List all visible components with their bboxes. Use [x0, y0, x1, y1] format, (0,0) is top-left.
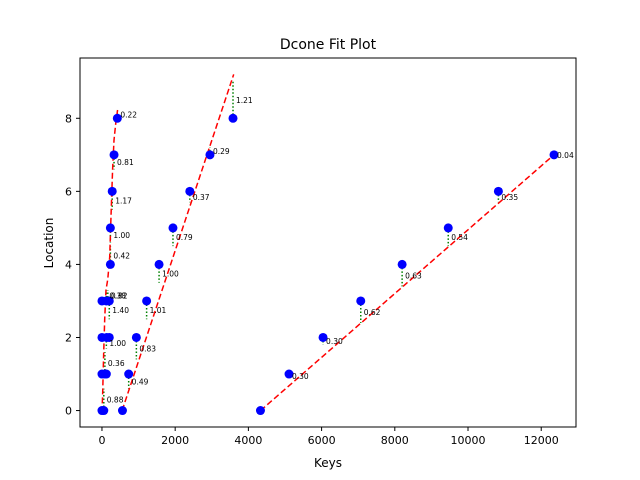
residual-label-24: 0.35 [501, 193, 518, 202]
y-tick-label-1: 2 [65, 331, 72, 344]
data-point-27 [318, 332, 328, 342]
residual-label-10: 0.22 [120, 111, 137, 120]
residual-label-17: 0.29 [213, 147, 230, 156]
data-point-15 [112, 113, 122, 123]
residual-label-21: 0.62 [364, 308, 381, 317]
residual-label-16: 0.37 [193, 193, 210, 202]
x-tick-label-5: 10000 [451, 434, 486, 447]
y-tick-label-0: 0 [65, 405, 72, 418]
residual-label-15: 0.79 [176, 233, 193, 242]
data-point-10 [104, 296, 114, 306]
plot-area: 0.88 0.36 1.00 1.40 0.820.38 0.42 1.00 1.17 0.81… [97, 74, 574, 416]
data-point-13 [107, 186, 117, 196]
residual-label-5: 0.38 [109, 291, 126, 300]
residual-label-0: 0.88 [107, 396, 124, 405]
data-point-28 [356, 296, 366, 306]
data-point-19 [142, 296, 152, 306]
data-point-4 [101, 369, 111, 379]
data-point-31 [493, 186, 503, 196]
residual-label-13: 1.01 [150, 306, 167, 315]
residual-label-25: 0.04 [557, 151, 574, 160]
residual-label-19: 0.30 [292, 372, 309, 381]
y-axis-label: Location [42, 218, 56, 269]
data-point-32 [549, 150, 559, 160]
data-point-7 [104, 332, 114, 342]
axes-frame [79, 57, 577, 428]
chart-title: Dcone Fit Plot [280, 37, 377, 53]
residual-label-12: 0.83 [139, 344, 156, 353]
residual-label-7: 1.00 [113, 231, 130, 240]
fit-line-1 [121, 74, 235, 411]
residual-label-1: 0.36 [108, 359, 125, 368]
residual-label-8: 1.17 [115, 196, 132, 205]
data-point-22 [185, 186, 195, 196]
data-point-18 [131, 332, 141, 342]
data-point-26 [284, 369, 294, 379]
data-point-24 [228, 113, 238, 123]
residual-label-9: 0.81 [117, 158, 134, 167]
residual-label-23: 0.54 [451, 233, 468, 242]
data-point-23 [205, 150, 215, 160]
x-tick-label-2: 4000 [234, 434, 262, 447]
x-tick-label-6: 12000 [524, 434, 559, 447]
data-point-29 [397, 259, 407, 269]
residual-label-22: 0.63 [405, 271, 422, 280]
residual-label-11: 0.49 [132, 377, 149, 386]
data-point-17 [124, 369, 134, 379]
data-point-12 [105, 223, 115, 233]
data-point-25 [255, 406, 265, 416]
data-point-14 [109, 150, 119, 160]
residual-label-3: 1.40 [112, 306, 129, 315]
residual-label-18: 1.21 [236, 96, 253, 105]
data-point-30 [443, 223, 453, 233]
data-point-1 [99, 406, 109, 416]
x-tick-label-3: 6000 [308, 434, 336, 447]
data-point-21 [168, 223, 178, 233]
fit-line-2 [260, 154, 555, 412]
data-point-11 [105, 259, 115, 269]
y-tick-label-4: 8 [65, 112, 72, 125]
data-point-16 [117, 406, 127, 416]
residual-label-20: 0.30 [326, 337, 343, 346]
data-point-20 [154, 259, 164, 269]
residual-label-4: 0.82 [111, 291, 128, 300]
residual-label-14: 1.00 [162, 270, 179, 279]
x-tick-label-4: 8000 [381, 434, 409, 447]
residual-label-2: 1.00 [109, 339, 126, 348]
y-tick-label-2: 4 [65, 258, 72, 271]
residual-label-6: 0.42 [113, 251, 130, 260]
x-axis-label: Keys [314, 456, 342, 470]
y-tick-label-3: 6 [65, 185, 72, 198]
x-tick-label-0: 0 [98, 434, 105, 447]
axis-ticks: 0 2000 4000 6000 8000 10000 12000 0 2 4 6 8 [65, 112, 559, 447]
x-tick-label-1: 2000 [161, 434, 189, 447]
